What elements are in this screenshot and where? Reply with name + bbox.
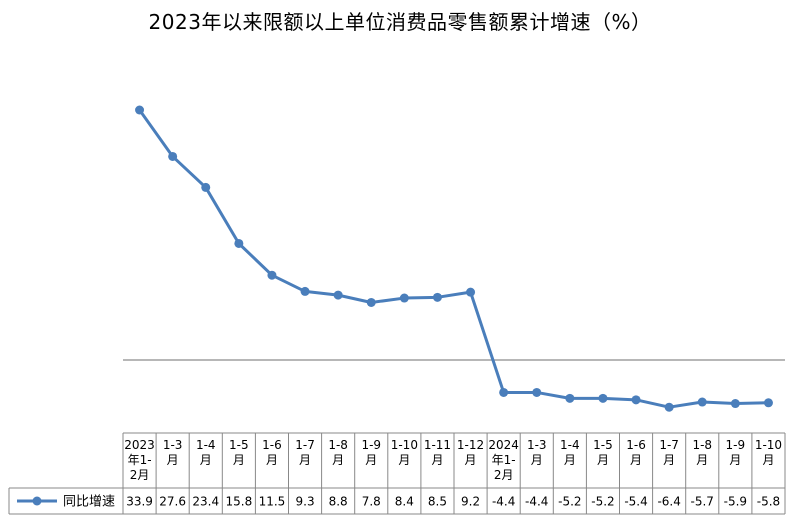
data-point: [664, 402, 674, 412]
x-tick-label: 1-10: [755, 438, 782, 452]
x-tick-label: 2月: [130, 468, 150, 482]
x-tick-label: 年1-: [128, 453, 152, 467]
x-tick-label: 月: [729, 453, 741, 467]
x-tick-label: 1-7: [295, 438, 315, 452]
x-tick-label: 月: [200, 453, 212, 467]
data-table-value: 7.8: [362, 495, 381, 509]
data-point: [135, 105, 145, 115]
x-tick-label: 年1-: [492, 453, 516, 467]
data-point: [565, 393, 575, 403]
x-tick-label: 2024: [488, 438, 519, 452]
x-tick-label: 1-8: [328, 438, 348, 452]
data-table-value: 23.4: [192, 495, 219, 509]
data-table-value: 8.8: [329, 495, 348, 509]
x-tick-label: 月: [465, 453, 477, 467]
x-tick-label: 月: [365, 453, 377, 467]
data-point: [399, 293, 409, 303]
x-tick-label: 月: [266, 453, 278, 467]
x-tick-label: 1-10: [391, 438, 418, 452]
legend-label: 同比增速: [63, 495, 115, 510]
x-tick-label: 1-3: [163, 438, 183, 452]
data-point: [631, 395, 641, 405]
data-table-value: -6.4: [657, 495, 680, 509]
data-table-value: -5.4: [624, 495, 647, 509]
chart-title: 2023年以来限额以上单位消费品零售额累计增速（%）: [148, 10, 652, 34]
data-point: [763, 398, 773, 408]
x-tick-label: 月: [564, 453, 576, 467]
x-tick-label: 月: [762, 453, 774, 467]
data-table-value: 9.2: [461, 495, 480, 509]
x-tick-label: 月: [398, 453, 410, 467]
x-tick-label: 1-4: [196, 438, 216, 452]
x-tick-label: 月: [332, 453, 344, 467]
x-tick-label: 1-5: [593, 438, 613, 452]
data-point: [366, 297, 376, 307]
x-tick-label: 1-9: [726, 438, 746, 452]
data-table-value: -4.4: [492, 495, 515, 509]
data-table-value: 27.6: [159, 495, 186, 509]
x-tick-label: 1-11: [424, 438, 451, 452]
x-tick-label: 1-6: [262, 438, 282, 452]
data-point: [598, 393, 608, 403]
x-tick-label: 1-8: [692, 438, 712, 452]
data-point: [333, 290, 343, 300]
data-point: [532, 387, 542, 397]
data-table-value: 11.5: [259, 495, 286, 509]
data-table-value: 9.3: [296, 495, 315, 509]
x-tick-label: 月: [531, 453, 543, 467]
data-point: [697, 397, 707, 407]
x-tick-label: 1-12: [457, 438, 484, 452]
data-table-value: -5.9: [724, 495, 747, 509]
x-tick-label: 月: [167, 453, 179, 467]
data-table-value: -5.7: [691, 495, 714, 509]
x-tick-label: 月: [431, 453, 443, 467]
x-tick-label: 1-9: [361, 438, 381, 452]
x-tick-label: 月: [630, 453, 642, 467]
x-tick-label: 1-7: [659, 438, 679, 452]
data-point: [466, 287, 476, 297]
x-tick-label: 1-5: [229, 438, 249, 452]
data-table-value: -5.2: [558, 495, 581, 509]
data-table-value: 8.4: [395, 495, 414, 509]
x-tick-label: 1-6: [626, 438, 646, 452]
x-tick-label: 1-3: [527, 438, 547, 452]
x-tick-label: 月: [663, 453, 675, 467]
data-point: [300, 286, 310, 296]
data-table-value: -5.8: [757, 495, 780, 509]
legend-marker-icon: [32, 496, 42, 506]
data-table-value: 33.9: [126, 495, 153, 509]
data-table-value: 8.5: [428, 495, 447, 509]
data-point: [499, 387, 509, 397]
data-table-value: -4.4: [525, 495, 548, 509]
data-table-value: 15.8: [225, 495, 252, 509]
x-tick-label: 月: [233, 453, 245, 467]
data-point: [267, 270, 277, 280]
x-tick-label: 2023: [124, 438, 155, 452]
x-tick-label: 1-4: [560, 438, 580, 452]
data-point: [234, 238, 244, 248]
data-table-value: -5.2: [591, 495, 614, 509]
x-tick-label: 月: [597, 453, 609, 467]
data-point: [168, 151, 178, 161]
series-line: [138, 109, 769, 409]
data-point: [201, 182, 211, 192]
data-point: [432, 292, 442, 302]
x-tick-label: 月: [299, 453, 311, 467]
data-point: [730, 399, 740, 409]
x-tick-label: 2月: [494, 468, 514, 482]
x-tick-label: 月: [696, 453, 708, 467]
